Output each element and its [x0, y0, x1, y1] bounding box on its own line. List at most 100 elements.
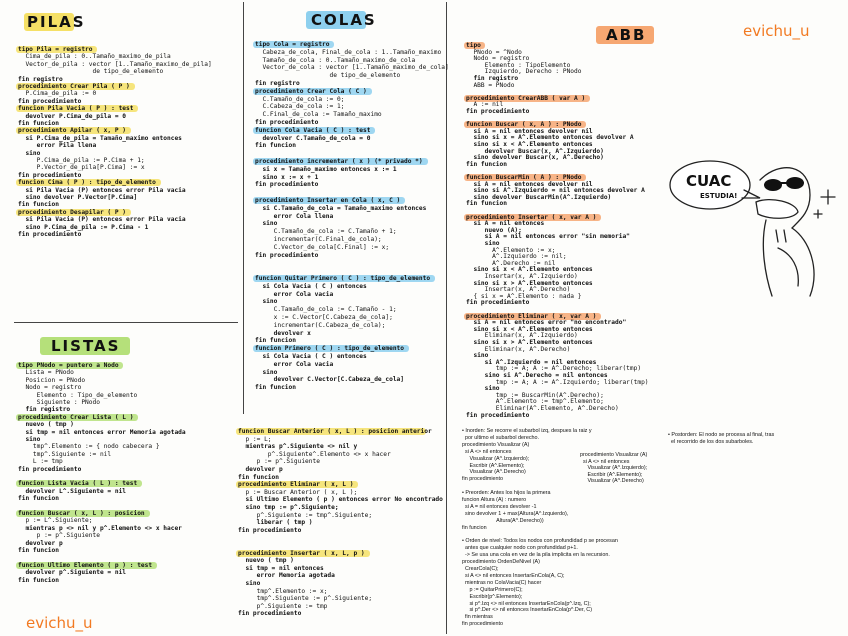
divider-mid	[446, 2, 447, 634]
code-line: Eliminar(A^.Elemento, A^.Derecho)	[466, 405, 619, 412]
code-line: Tamaño_de_cola : 0..Tamaño_maximo_de_col…	[255, 56, 416, 64]
code-line: P.Cima_de_pila := P.Cima + 1;	[18, 157, 145, 164]
code-line: sino tmp := p^.Siguiente;	[238, 504, 339, 511]
code-line: p := Buscar Anterior ( x, L );	[238, 488, 358, 496]
code-line: sino si x > A^.Elemento entonces	[466, 279, 593, 287]
heading-highlight	[253, 87, 372, 95]
duck-drawing: CUAC ESTUDIA!	[669, 160, 836, 297]
code-line: fin procedimiento	[18, 231, 82, 238]
code-line: p := L;	[238, 435, 272, 443]
code-line: sino	[18, 436, 41, 443]
code-line: fin procedimiento	[462, 621, 504, 628]
code-line: nuevo ( tmp )	[18, 421, 74, 429]
code-line: si Pila Vacia (P) entonces error Pila va…	[18, 216, 186, 224]
code-line: sino si A^.Izquierdo = nil entonces devo…	[466, 187, 645, 195]
code-line: si A = nil entonces error "sin memoria"	[466, 233, 630, 241]
sunglasses-icon	[764, 177, 804, 191]
code-line: funcion Buscar Anterior ( x, L ) : posic…	[238, 428, 432, 435]
heading-highlight	[464, 312, 602, 320]
code-line: si A = nil entonces devolver nil	[466, 127, 593, 135]
code-line: Vector_de_cola : vector [1..Tamaño_maxim…	[255, 64, 449, 72]
code-line: funcion BuscarMin ( A ) : PNodo	[466, 174, 582, 181]
code-line: devolver C.Vector[C.Cabeza_de_cola]	[255, 376, 405, 384]
code-line: error Cola llena	[255, 212, 334, 220]
abb-title-highlight	[596, 26, 654, 44]
code-line: fin funcion	[466, 200, 507, 208]
code-line: sino	[238, 580, 261, 587]
code-line: si A^.Izquierdo = nil entonces	[466, 358, 597, 366]
code-line: funcion Primero ( C ) : tipo_de_elemento	[255, 345, 405, 353]
code-line: fin mientras	[462, 614, 493, 621]
code-line: fin procedimiento	[466, 108, 530, 115]
heading-highlight	[464, 94, 590, 102]
bubble-text: CUAC	[686, 172, 731, 190]
code-line: fin funcion	[238, 473, 279, 481]
code-line: sino P.Cima_de_pila := P.Cima - 1	[18, 223, 149, 231]
code-line: fin procedimiento	[238, 526, 302, 534]
code-line: mientras p <> nil y p^.Elemento <> x hac…	[18, 524, 182, 532]
code-line: si A = nil entonces error "no encontrado…	[466, 319, 627, 327]
heading-highlight	[253, 275, 436, 282]
heading-highlight	[464, 121, 587, 129]
code-line: Elemento : TipoElemento	[466, 61, 571, 69]
heading-highlight	[253, 41, 334, 48]
code-line: • Preorden: Antes los hijos la primera	[462, 490, 551, 497]
code-line: antes que cualquier nodo con profundidad…	[462, 545, 578, 552]
code-line: • Inorden: Se recorre el subarbol izq, d…	[462, 428, 592, 434]
code-line: sino	[255, 368, 278, 376]
code-line: procedimiento Insertar ( x, L, p )	[238, 549, 365, 557]
code-line: procedimiento Insertar ( x, var A )	[466, 213, 597, 221]
abb-title: ABB	[606, 26, 647, 44]
code-line: fin funcion	[462, 524, 487, 531]
code-line: nuevo ( tmp )	[238, 557, 294, 565]
code-line: Eliminar(x, A^.Izquierdo)	[466, 332, 578, 340]
duck-head	[759, 167, 811, 229]
code-line: Cabeza_de_cola, Final_de_cola : 1..Tamañ…	[255, 48, 442, 56]
code-line: sino devolver Buscar(x, A^.Derecho)	[466, 154, 604, 162]
code-line: tipo Pila = registro	[18, 46, 93, 53]
heading-highlight	[253, 345, 409, 353]
code-line: si tmp = nil entonces error Memoria agot…	[18, 428, 186, 436]
code-line: p := p^.Siguiente	[238, 458, 320, 466]
code-line: si Pila Vacia (P) entonces error Pila va…	[18, 186, 186, 194]
heading-highlight	[236, 481, 359, 489]
heading-highlight	[16, 561, 157, 569]
code-line: si A <> nil entonces	[580, 458, 630, 465]
code-line: sino si x = A^.Elemento entonces devolve…	[466, 134, 634, 142]
duck-neck-lines	[775, 229, 787, 243]
code-line: si Cola Vacia ( C ) entonces	[255, 353, 367, 360]
code-line: A^.Elemento := tmp^.Elemento;	[466, 398, 604, 406]
heading-highlight	[253, 126, 376, 134]
code-line: L := tmp	[18, 458, 63, 466]
code-line: de tipo_de_elemento	[255, 72, 401, 80]
code-line: error Memoria agotada	[238, 572, 335, 580]
code-line: Visualizar (A^.Izquierdo);	[580, 465, 648, 472]
code-line: el recorrido de los dos subarboles.	[668, 438, 754, 445]
code-line: si A = nil entonces devolver -1	[462, 503, 537, 510]
code-line: tipo PNodo = puntero a Nodo	[18, 362, 119, 369]
divider-pilas	[14, 322, 238, 323]
code-line: p := p^.Siguiente	[18, 532, 100, 540]
heading-highlight	[16, 510, 150, 517]
code-line: sino	[255, 298, 278, 306]
code-line: fin funcion	[18, 201, 59, 209]
code-line: C.Vector_de_cola[C.Final] := x;	[255, 243, 390, 251]
code-line: sino si x < A^.Elemento entonces	[466, 141, 593, 148]
code-line: p := QuitarPrimero(C);	[462, 586, 523, 593]
code-line: devolver L^.Siguiente = nil	[18, 487, 127, 495]
code-line: mientras p^.Siguiente <> nil y	[238, 443, 358, 451]
speech-bubble	[669, 160, 751, 210]
code-line: fin funcion	[255, 337, 296, 345]
code-line: p := L^.Siguiente;	[18, 517, 93, 525]
pilas-title: PILAS	[27, 13, 86, 31]
code-line: sino devolver BuscarMin(A^.Izquierdo)	[466, 193, 612, 201]
code-line: C.Final_de_cola := Tamaño_maximo	[255, 111, 382, 119]
code-line: devolver p	[238, 466, 283, 473]
code-line: funcion Quitar Primero ( C ) : tipo_de_e…	[255, 275, 431, 282]
code-line: nuevo (A);	[466, 226, 522, 234]
code-line: procedimiento Insertar en Cola ( x, C )	[255, 197, 401, 204]
code-line: fin funcion	[255, 384, 296, 392]
code-line: sino si x < A^.Elemento entonces	[466, 266, 593, 274]
code-line: Escribir (A^.Elemento);	[462, 462, 525, 469]
code-line: fin procedimiento	[255, 181, 319, 189]
